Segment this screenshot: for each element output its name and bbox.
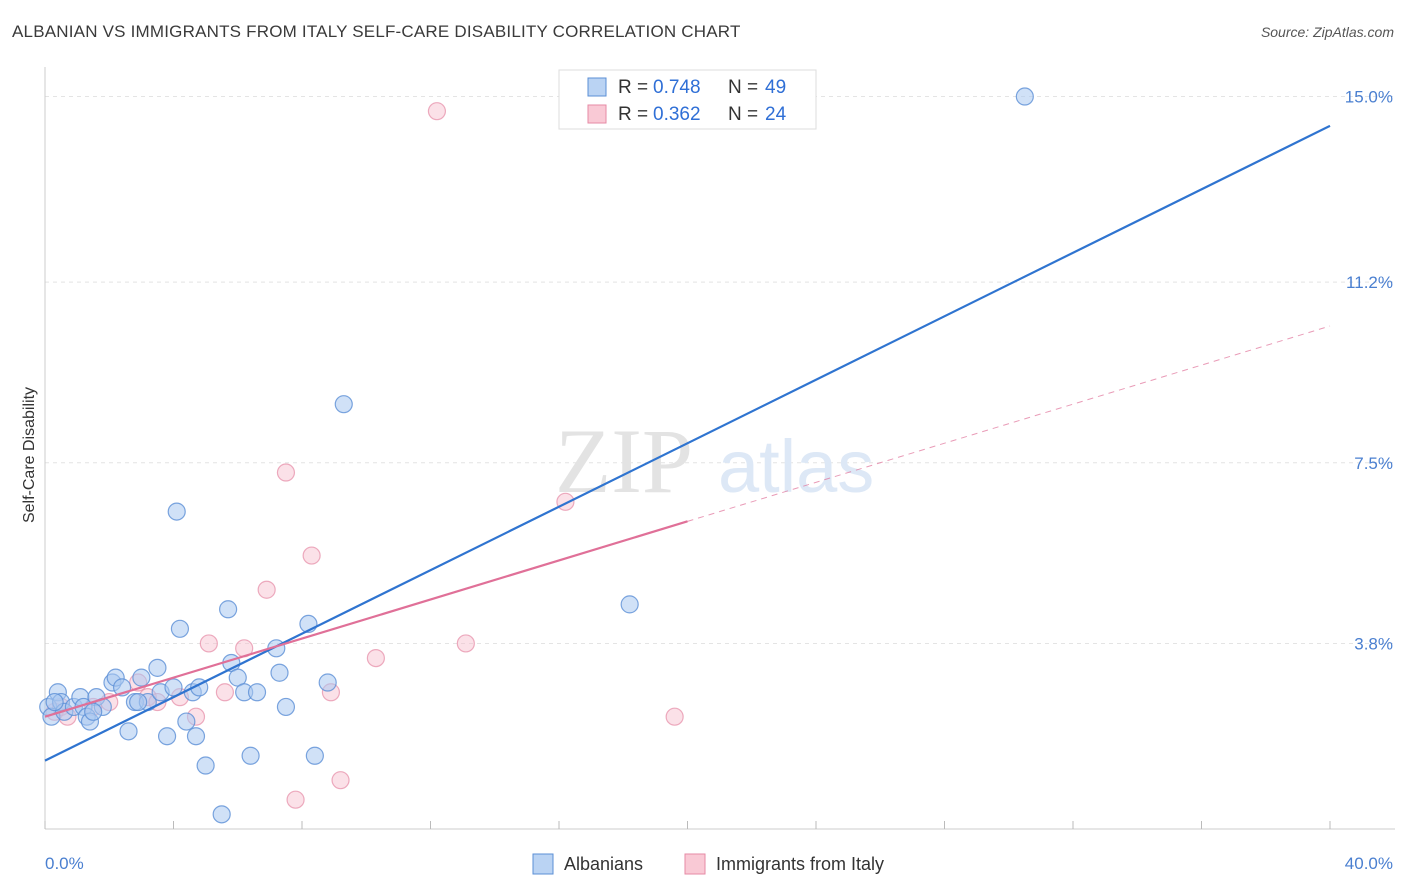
data-point-albanians — [270, 663, 289, 682]
data-point-albanians — [305, 746, 324, 765]
data-point-albanians — [164, 678, 183, 697]
legend-n-label: N = — [728, 104, 758, 125]
data-point-italy — [215, 683, 234, 702]
y-tick-label: 11.2% — [1346, 273, 1393, 292]
data-point-albanians — [167, 502, 186, 521]
data-point-albanians — [241, 746, 260, 765]
data-point-albanians — [196, 756, 215, 775]
data-point-albanians — [620, 595, 639, 614]
data-point-italy — [276, 463, 296, 482]
bottom-legend-albanians: Albanians — [564, 854, 643, 874]
legend-n-value-albanians: 49 — [765, 77, 786, 98]
legend-r-value-italy: 0.362 — [653, 104, 701, 125]
y-tick-label: 15.0% — [1345, 88, 1393, 107]
data-point-albanians — [212, 805, 231, 824]
data-point-italy — [456, 634, 475, 653]
x-tick-label: 40.0% — [1345, 854, 1393, 873]
legend-r-label: R = — [618, 104, 648, 125]
legend-n-label: N = — [728, 77, 758, 98]
data-point-italy — [331, 771, 350, 790]
legend-swatch-italy — [587, 104, 607, 124]
data-point-italy — [302, 546, 321, 565]
legend-n-value-italy: 24 — [765, 104, 787, 125]
grid-lines — [45, 96, 1395, 644]
legend-r-label: R = — [618, 77, 648, 98]
data-point-albanians — [84, 702, 103, 721]
trend-line-italy — [44, 520, 688, 718]
source-credit: Source: ZipAtlas.com — [1260, 24, 1394, 40]
watermark-zip: ZIP — [555, 410, 693, 512]
data-point-albanians — [276, 697, 296, 717]
data-point-albanians — [186, 727, 206, 746]
data-point-albanians — [177, 712, 196, 731]
series-albanians-points — [39, 87, 1034, 824]
data-point-albanians — [157, 727, 177, 746]
data-point-albanians — [334, 395, 353, 414]
bottom-legend-swatch-italy — [684, 853, 706, 875]
data-point-italy — [199, 634, 218, 653]
watermark: ZIP atlas — [555, 410, 874, 512]
trend-line-albanians — [44, 124, 1331, 762]
data-point-albanians — [247, 683, 267, 702]
data-point-albanians — [318, 673, 337, 692]
data-point-albanians — [219, 600, 238, 619]
data-point-albanians — [170, 619, 190, 638]
legend-r-value-albanians: 0.748 — [653, 77, 701, 98]
data-point-albanians — [119, 722, 138, 741]
y-axis-label: Self-Care Disability — [21, 387, 38, 523]
data-point-albanians — [45, 692, 64, 712]
data-point-italy — [257, 580, 276, 599]
data-point-italy — [366, 648, 385, 668]
y-tick-label: 7.5% — [1354, 454, 1393, 473]
bottom-legend-italy: Immigrants from Italy — [716, 854, 884, 874]
trend-lines — [44, 124, 1331, 762]
data-point-albanians — [132, 668, 151, 687]
bottom-legend-swatch-albanians — [532, 853, 554, 875]
data-point-albanians — [148, 658, 167, 677]
legend-swatch-albanians — [587, 77, 607, 97]
y-tick-label: 3.8% — [1354, 634, 1393, 653]
trend-line-italy-extension — [687, 325, 1331, 522]
data-point-albanians — [1015, 87, 1034, 106]
data-point-albanians — [129, 692, 148, 712]
data-point-italy — [665, 707, 684, 726]
data-point-italy — [286, 790, 305, 809]
data-point-italy — [556, 492, 575, 511]
legend: R = 0.748 N = 49 R = 0.362 N = 24 — [558, 69, 817, 130]
watermark-atlas: atlas — [718, 425, 874, 508]
bottom-legend: Albanians Immigrants from Italy — [532, 853, 884, 875]
data-point-italy — [427, 102, 447, 121]
chart-title: ALBANIAN VS IMMIGRANTS FROM ITALY SELF-C… — [12, 22, 741, 41]
tick-labels: 3.8% 7.5% 11.2% 15.0% 0.0% 40.0% — [45, 88, 1393, 873]
x-tick-label: 0.0% — [45, 854, 84, 873]
